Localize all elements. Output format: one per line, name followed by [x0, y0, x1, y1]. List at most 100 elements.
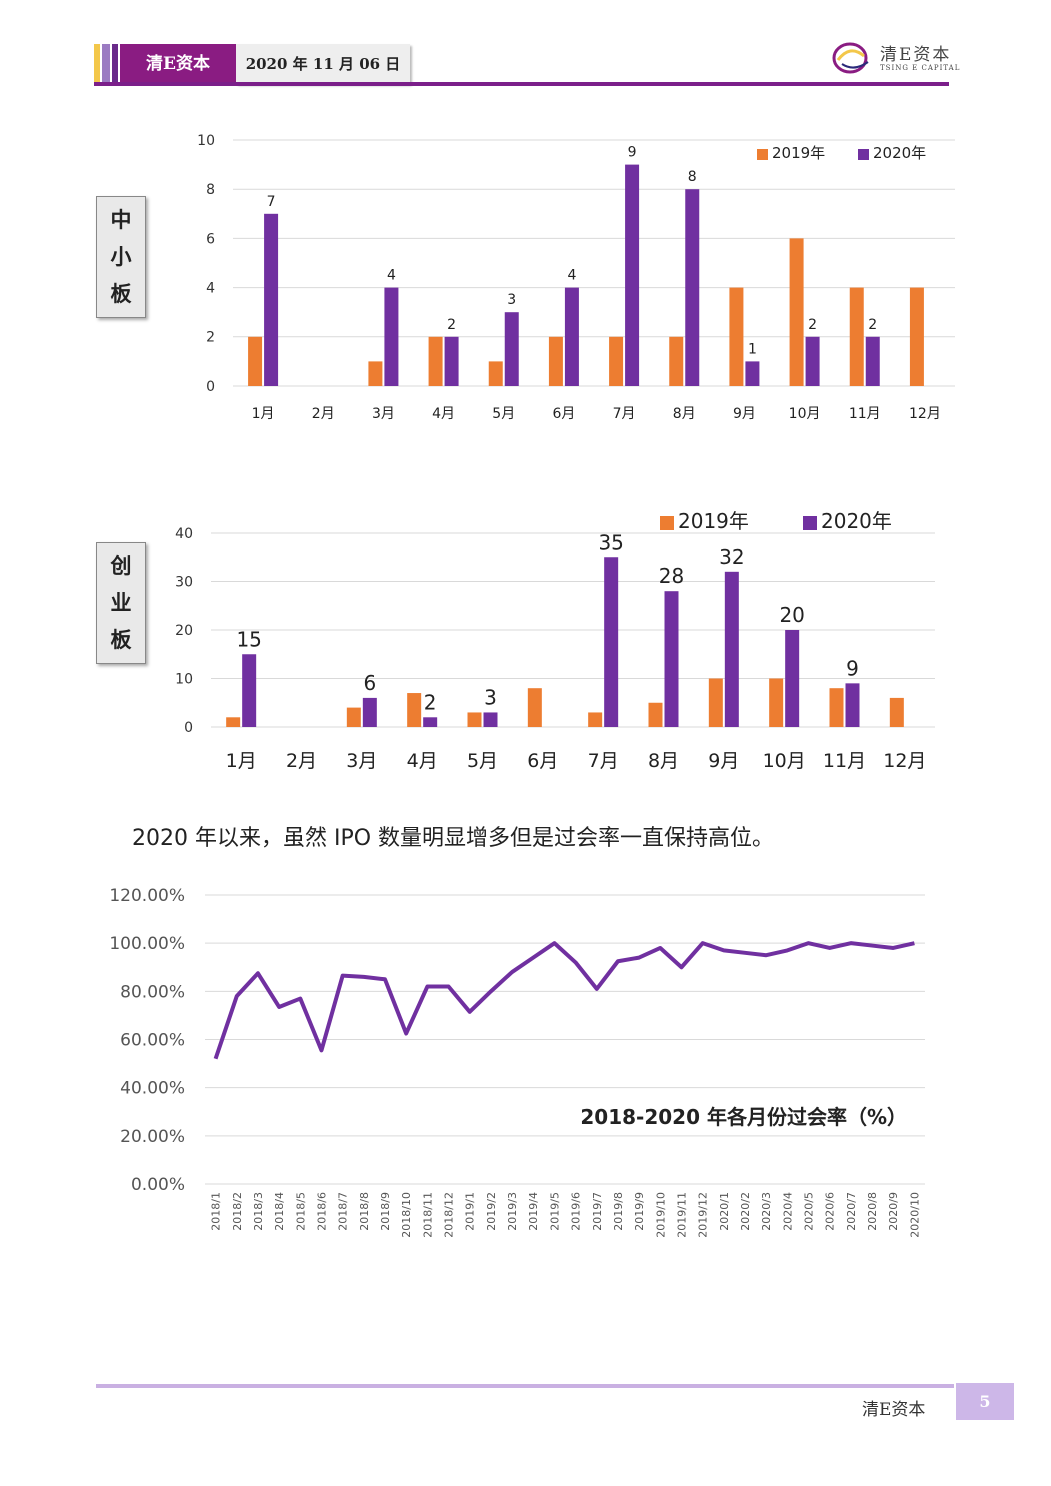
x-tick-label: 2018/10 — [400, 1192, 413, 1238]
bar-2019 — [769, 678, 784, 727]
x-category-label: 8月 — [673, 406, 696, 422]
bar-2020 — [423, 717, 438, 727]
chart-sme-board-ipo: 0 2 4 6 8 10 7 1月 2月 4 3月 2 4月 3 5月 4 6月 9 7月 8 8月 1 9月 2 10月 2 11… — [197, 133, 955, 422]
bar-2019 — [729, 287, 744, 386]
y-tick-label: 0.00% — [131, 1175, 185, 1195]
company-logo-icon — [832, 42, 869, 74]
header-accent-yellow — [94, 44, 100, 84]
bar-2019 — [609, 336, 624, 386]
bar-2020 — [745, 361, 760, 386]
y-tick-label: 100.00% — [109, 934, 185, 954]
data-label-2020: 7 — [267, 194, 276, 210]
bar-2019 — [708, 678, 723, 727]
bar-2020 — [685, 189, 700, 386]
y-tick-label: 0 — [206, 379, 215, 395]
x-category-label: 3月 — [346, 750, 377, 772]
x-category-label: 6月 — [552, 406, 575, 422]
bar-2020 — [724, 571, 739, 727]
data-label-2020: 35 — [598, 530, 623, 554]
x-tick-label: 2018/11 — [421, 1192, 434, 1238]
x-category-label: 9月 — [708, 750, 739, 772]
data-label-2020: 9 — [846, 656, 859, 680]
y-tick-label: 2 — [206, 330, 215, 346]
x-tick-label: 2020/9 — [887, 1192, 900, 1231]
section-label-char: 板 — [110, 281, 132, 306]
x-tick-label: 2019/9 — [633, 1192, 646, 1231]
bar-2019 — [226, 717, 241, 727]
bar-2020 — [845, 683, 860, 727]
x-category-label: 7月 — [588, 750, 619, 772]
data-label-2020: 20 — [779, 603, 804, 627]
bar-2020 — [264, 213, 279, 386]
legend-swatch-2019 — [660, 516, 674, 530]
y-tick-label: 80.00% — [120, 982, 185, 1002]
bar-2020 — [785, 630, 800, 727]
y-tick-label: 4 — [206, 281, 215, 297]
x-tick-label: 2019/12 — [697, 1192, 710, 1238]
x-tick-label: 2018/9 — [379, 1192, 392, 1231]
bar-2020 — [504, 312, 519, 386]
section-label-char: 创 — [110, 553, 132, 578]
data-label-2020: 8 — [688, 169, 697, 185]
x-category-label: 7月 — [613, 406, 636, 422]
chart-title: 2018-2020 年各月份过会率（%） — [580, 1105, 907, 1129]
y-tick-label: 8 — [206, 182, 215, 198]
bar-2019 — [407, 693, 422, 727]
x-tick-label: 2018/7 — [337, 1192, 350, 1231]
section-label-char: 板 — [110, 627, 132, 652]
bar-2020 — [865, 336, 880, 386]
bar-2019 — [467, 712, 482, 727]
bar-2019 — [368, 361, 383, 386]
x-category-label: 11月 — [849, 406, 881, 422]
x-tick-label: 2018/5 — [294, 1192, 307, 1231]
y-tick-label: 20 — [175, 623, 193, 639]
bar-2019 — [488, 361, 503, 386]
data-label-2020: 2 — [424, 690, 437, 714]
x-tick-label: 2019/1 — [464, 1192, 477, 1231]
x-tick-label: 2018/2 — [231, 1192, 244, 1231]
bar-2019 — [428, 336, 443, 386]
bar-2020 — [483, 712, 498, 727]
data-label-2020: 1 — [748, 341, 757, 357]
x-tick-label: 2018/6 — [315, 1192, 328, 1231]
x-category-label: 8月 — [648, 750, 679, 772]
x-tick-label: 2019/4 — [527, 1192, 540, 1231]
bar-2020 — [362, 697, 377, 727]
data-label-2020: 15 — [236, 627, 261, 651]
bar-2019 — [829, 688, 844, 727]
bar-2020 — [805, 336, 820, 386]
legend-label-2020: 2020年 — [821, 509, 892, 533]
data-label-2020: 4 — [387, 268, 396, 284]
x-category-label: 9月 — [733, 406, 756, 422]
section-label-char: 中 — [110, 207, 132, 232]
x-tick-label: 2019/7 — [591, 1192, 604, 1231]
y-tick-label: 60.00% — [120, 1031, 185, 1051]
bar-2020 — [604, 557, 619, 727]
x-category-label: 12月 — [883, 750, 926, 772]
x-tick-label: 2019/8 — [612, 1192, 625, 1231]
bar-2020 — [564, 287, 579, 386]
data-label-2020: 28 — [659, 564, 684, 588]
data-label-2020: 32 — [719, 545, 744, 569]
bar-2019 — [669, 336, 684, 386]
logo-text-en: TSING E CAPITAL — [880, 64, 961, 72]
legend-label-2019: 2019年 — [678, 509, 749, 533]
logo-text-cn: 清E资本 — [880, 45, 952, 65]
x-tick-label: 2020/8 — [866, 1192, 879, 1231]
y-tick-label: 0 — [184, 720, 193, 736]
header-accent-lilac — [102, 44, 110, 84]
bar-2019 — [527, 688, 542, 727]
x-category-label: 11月 — [823, 750, 866, 772]
data-label-2020: 2 — [808, 317, 817, 333]
data-label-2020: 2 — [868, 317, 877, 333]
bar-2019 — [648, 702, 663, 727]
x-category-label: 1月 — [226, 750, 257, 772]
x-tick-label: 2020/6 — [824, 1192, 837, 1231]
x-tick-label: 2019/6 — [570, 1192, 583, 1231]
x-category-label: 2月 — [312, 406, 335, 422]
x-category-label: 10月 — [789, 406, 821, 422]
bar-2019 — [849, 287, 864, 386]
y-tick-label: 30 — [175, 574, 193, 590]
bar-2019 — [346, 707, 361, 727]
series-line-approval-rate — [213, 941, 915, 1060]
